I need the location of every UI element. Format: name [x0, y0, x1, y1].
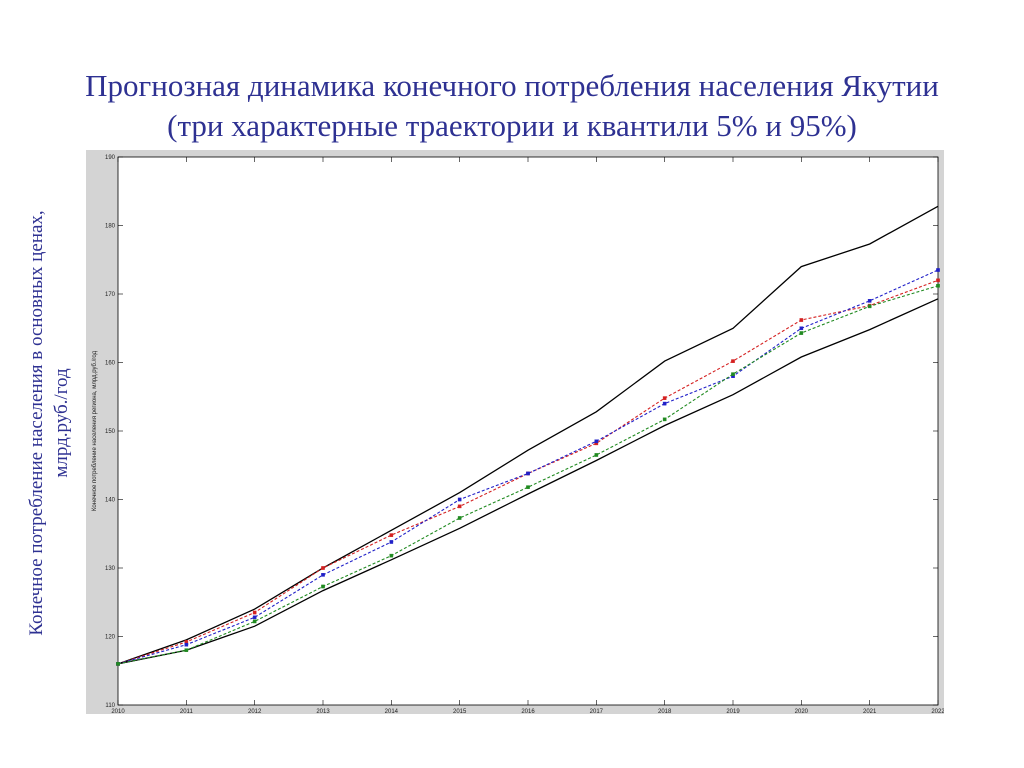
series-5-point: [594, 453, 599, 457]
series-1-line: [117, 205, 939, 665]
outer-y-axis-label-line-2: млрд.руб./год: [51, 368, 72, 478]
y-tick-label: 180: [105, 224, 116, 230]
series-5-point: [457, 516, 462, 520]
x-tick-label: 2010: [111, 709, 125, 714]
series-3-point: [731, 359, 735, 363]
slide-title-line-1: Прогнозная динамика конечного потреблени…: [85, 68, 939, 103]
y-tick-label: 170: [105, 292, 116, 298]
series-5-point: [116, 662, 120, 666]
y-tick-label: 150: [105, 429, 116, 435]
x-tick-label: 2016: [521, 709, 535, 714]
series-4-point: [662, 401, 667, 406]
outer-y-axis-label: Конечное потребление населения в основны…: [24, 210, 74, 635]
y-tick-label: 120: [105, 635, 116, 641]
x-tick-label: 2018: [658, 709, 672, 714]
series-4-point: [867, 299, 872, 303]
x-tick-label: 2017: [590, 709, 604, 714]
series-5-point: [389, 553, 394, 558]
series-3-point: [389, 533, 394, 537]
series-3-point: [457, 504, 462, 509]
series-5-point: [662, 417, 667, 422]
series-4-point: [457, 497, 462, 502]
series-3-point: [799, 318, 804, 322]
series-4-point: [799, 326, 804, 331]
plot-area: [117, 156, 939, 706]
series-4-point: [936, 268, 940, 272]
series-4-point: [389, 540, 394, 544]
series-2-line: [117, 298, 939, 665]
slide-title-line-2: (три характерные траектории и квантили 5…: [167, 108, 857, 143]
series-5-point: [252, 619, 257, 624]
series-5-point: [867, 304, 872, 309]
series-5-point: [731, 372, 735, 376]
x-tick-label: 2012: [248, 709, 262, 714]
chart: 110 120 130 140 150 160 170 180 190 2010 2011 2012 2…: [92, 155, 944, 714]
series-3-point: [662, 396, 667, 400]
series-5-point: [184, 648, 189, 653]
y-tick-label: 110: [105, 703, 115, 709]
x-tick-label: 2011: [180, 709, 194, 714]
y-tick-label: 140: [105, 498, 116, 504]
x-tick-label: 2021: [863, 709, 877, 714]
series-5-point: [936, 283, 940, 288]
x-tick-label: 2022: [931, 709, 944, 714]
series-5-point: [526, 485, 530, 489]
y-tick-label: 130: [105, 566, 116, 572]
x-tick-label: 2019: [726, 709, 740, 714]
series-4-point: [321, 573, 325, 577]
slide-title: Прогнозная динамика конечного потреблени…: [0, 66, 1024, 146]
x-tick-label: 2014: [385, 709, 399, 714]
series-3-point: [252, 610, 257, 615]
x-tick-label: 2015: [453, 709, 467, 714]
series-4-point: [526, 471, 530, 476]
y-tick-label: 160: [105, 361, 116, 367]
x-tick-label: 2020: [795, 709, 809, 714]
series-5-point: [799, 331, 804, 335]
x-tick-label: 2013: [316, 709, 330, 714]
series-3-point: [936, 278, 940, 283]
series-3-point: [321, 566, 325, 570]
figure-frame: 110 120 130 140 150 160 170 180 190 2010 2011 2012 2…: [86, 150, 944, 714]
series-4-point: [184, 642, 189, 647]
y-tick-label: 190: [105, 155, 116, 161]
inner-y-axis-label: Конечное потребление населения региона, …: [92, 350, 98, 511]
series-4-point: [252, 615, 257, 620]
series-4-point: [594, 439, 599, 444]
series-5-point: [321, 584, 325, 589]
outer-y-axis-label-line-1: Конечное потребление населения в основны…: [26, 210, 47, 636]
